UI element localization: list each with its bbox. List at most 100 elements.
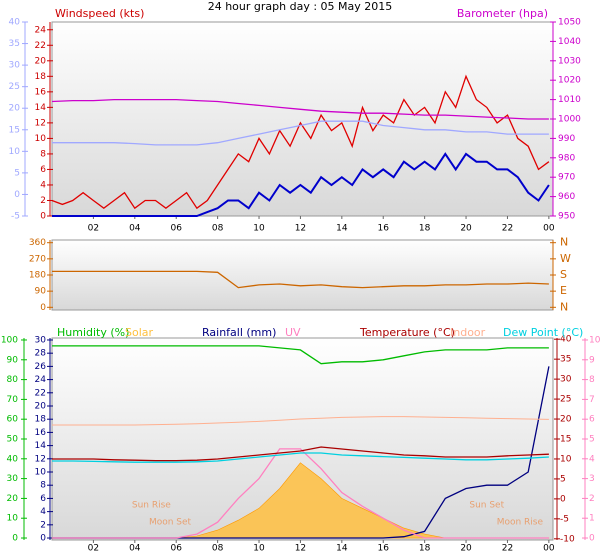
y-tick-label: -5: [11, 212, 20, 222]
y-tick-label: 0: [40, 534, 46, 544]
axis-title: Barometer (hpa): [457, 7, 548, 20]
x-tick-label: 16: [378, 224, 390, 234]
y-tick-label: 30: [35, 335, 47, 345]
line: [52, 152, 550, 217]
x-tick-label: 22: [502, 544, 513, 554]
x-tick-label: 10: [253, 224, 265, 234]
y-tick-label: 1020: [558, 76, 581, 86]
y-tick-label: 4: [40, 507, 46, 517]
y-tick-label: 10: [7, 514, 19, 524]
x-tick-label: 00: [543, 544, 555, 554]
y-tick-label: 960: [558, 192, 575, 202]
x-tick-label: 14: [336, 544, 348, 554]
y-tick-label: 15: [9, 125, 20, 135]
y-tick-label: 9: [589, 355, 595, 365]
x-tick-label: 04: [129, 224, 141, 234]
y-tick-label: 0: [40, 212, 46, 222]
x-tick-label: 18: [419, 544, 431, 554]
y-tick-label: 16: [35, 87, 47, 97]
line: [51, 98, 549, 120]
y-tick-label: 70: [7, 395, 19, 405]
y-tick-label: 990: [558, 134, 575, 144]
x-tick-label: 18: [419, 224, 431, 234]
y-tick-label: 90: [35, 287, 47, 297]
y-tick-label: 35: [560, 355, 571, 365]
y-tick-label: 30: [9, 61, 21, 71]
y-tick-label: 7: [589, 395, 595, 405]
y-tick-label: 8: [40, 149, 46, 159]
y-tick-label: 20: [35, 401, 47, 411]
y-tick-label: 12: [35, 118, 46, 128]
x-tick-label: 02: [88, 224, 99, 234]
y-tick-label: 1010: [558, 95, 581, 105]
y-tick-label: 10: [35, 468, 47, 478]
y-tick-label: 14: [35, 103, 47, 113]
y-tick-label: S: [560, 268, 567, 281]
x-tick-label: 12: [295, 544, 306, 554]
x-tick-label: 16: [378, 544, 390, 554]
annotation: Moon Set: [149, 518, 192, 528]
line: [52, 270, 549, 289]
y-tick-label: 5: [589, 435, 595, 445]
legend-entry: Indoor: [450, 326, 486, 339]
y-tick-label: 20: [35, 56, 47, 66]
x-tick-label: 08: [212, 224, 224, 234]
y-tick-label: 1040: [558, 37, 581, 47]
y-tick-label: 180: [29, 271, 46, 281]
y-tick-label: -10: [560, 534, 575, 544]
y-tick-label: 18: [35, 72, 47, 82]
y-tick-label: -5: [560, 514, 569, 524]
legend-entry: Humidity (%): [57, 326, 129, 339]
x-tick-label: 22: [502, 224, 513, 234]
y-tick-label: W: [560, 252, 571, 265]
y-tick-label: 18: [35, 415, 47, 425]
legend-entry: Rainfall (mm): [202, 326, 276, 339]
y-tick-label: 10: [560, 454, 572, 464]
y-tick-label: 0: [12, 534, 18, 544]
y-tick-label: 90: [7, 355, 19, 365]
line: [52, 345, 549, 365]
y-tick-label: 35: [9, 39, 20, 49]
x-tick-label: 02: [88, 544, 99, 554]
legend-entry: Solar: [125, 326, 154, 339]
y-tick-label: 40: [7, 454, 19, 464]
y-tick-label: 5: [560, 474, 566, 484]
y-tick-label: 24: [35, 25, 47, 35]
y-tick-label: 6: [40, 494, 46, 504]
y-tick-label: 12: [35, 454, 46, 464]
y-tick-label: 40: [560, 335, 572, 345]
legend-entry: UV: [285, 326, 301, 339]
y-tick-label: E: [560, 284, 567, 297]
line: [51, 74, 550, 210]
x-tick-label: 06: [170, 544, 182, 554]
x-tick-label: 04: [129, 544, 141, 554]
y-tick-label: 10: [35, 134, 47, 144]
x-tick-label: 08: [212, 544, 224, 554]
y-tick-label: 3: [589, 474, 595, 484]
y-tick-label: 1050: [558, 18, 581, 28]
legend-entry: Dew Point (°C): [503, 326, 583, 339]
y-tick-label: 20: [9, 104, 21, 114]
y-tick-label: 4: [589, 454, 595, 464]
y-tick-label: 16: [35, 428, 47, 438]
y-tick-label: 0: [40, 303, 46, 313]
y-tick-label: 50: [7, 435, 19, 445]
y-tick-label: 2: [40, 196, 46, 206]
y-tick-label: 30: [7, 474, 19, 484]
y-tick-label: 980: [558, 153, 575, 163]
line: [52, 446, 549, 462]
y-tick-label: 10: [9, 147, 21, 157]
y-tick-label: 1: [589, 514, 595, 524]
title: 24 hour graph day : 05 May 2015: [208, 0, 393, 13]
x-tick-label: 20: [460, 224, 472, 234]
plot-background: [51, 239, 554, 311]
x-tick-label: 06: [170, 224, 182, 234]
y-tick-label: N: [560, 236, 568, 249]
y-tick-label: 2: [589, 494, 595, 504]
line: [52, 416, 549, 426]
plot-background: [51, 21, 554, 217]
y-tick-label: 970: [558, 173, 575, 183]
y-tick-label: N: [560, 300, 568, 313]
y-tick-label: 0: [560, 494, 566, 504]
line: [52, 448, 549, 539]
